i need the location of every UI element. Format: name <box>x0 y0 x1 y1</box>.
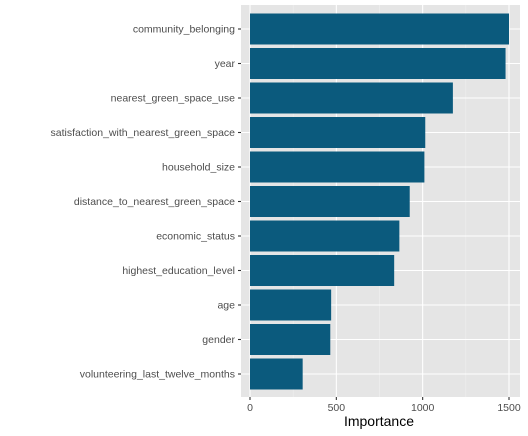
bar-age <box>250 289 332 321</box>
bar-household-size <box>250 151 425 183</box>
y-tick-label: household_size <box>162 162 235 174</box>
y-tick-label: highest_education_level <box>122 265 235 277</box>
x-tick-label: 0 <box>247 402 253 414</box>
y-tick-label: economic_status <box>156 231 235 243</box>
y-tick-label: volunteering_last_twelve_months <box>80 369 235 381</box>
y-tick-label: nearest_green_space_use <box>111 93 236 105</box>
bar-economic-status <box>250 220 400 252</box>
bar-community-belonging <box>250 13 509 45</box>
y-tick-label: distance_to_nearest_green_space <box>74 196 235 208</box>
bar-year <box>250 48 506 79</box>
y-tick-label: age <box>217 300 235 312</box>
x-tick-label: 500 <box>328 402 346 414</box>
bar-distance-to-nearest-green-space <box>250 186 410 217</box>
bar-satisfaction-with-nearest-green-space <box>250 117 426 148</box>
y-tick-label: year <box>215 58 236 70</box>
x-axis-title: Importance <box>344 413 414 429</box>
x-tick-label: 1000 <box>411 402 435 414</box>
bar-volunteering-last-twelve-months <box>250 358 303 390</box>
y-tick-label: gender <box>202 334 235 346</box>
bar-highest-education-level <box>250 255 395 286</box>
x-axis: 0 500 1000 1500 <box>247 397 521 414</box>
y-tick-label: community_belonging <box>133 24 235 36</box>
x-tick-label: 1500 <box>497 402 521 414</box>
bar-gender <box>250 324 331 355</box>
bars <box>250 13 509 390</box>
bar-nearest-green-space-use <box>250 82 453 114</box>
y-tick-label: satisfaction_with_nearest_green_space <box>51 127 236 139</box>
